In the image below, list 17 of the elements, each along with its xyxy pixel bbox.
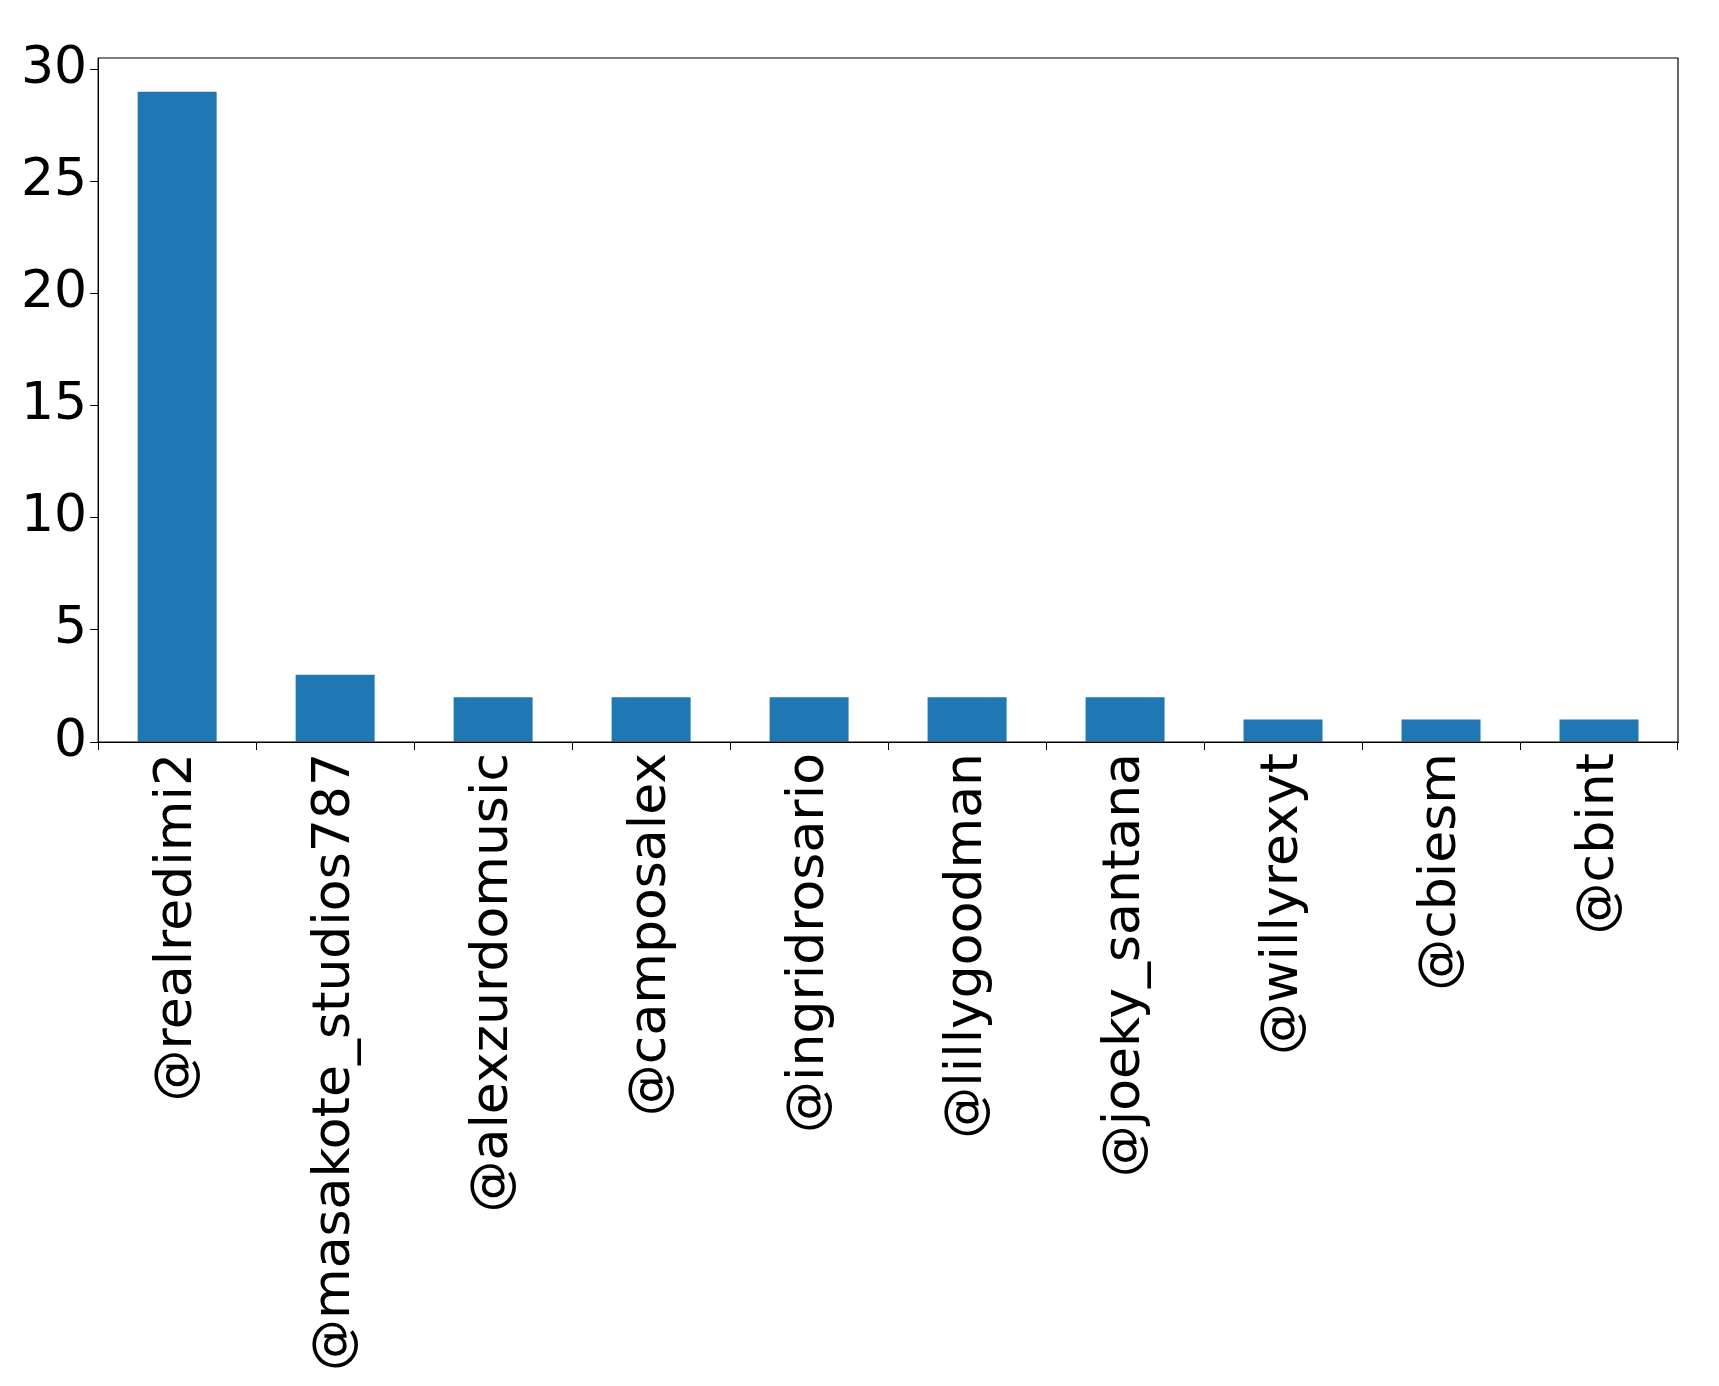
x-tick-label: @joeky_santana [1090, 753, 1151, 1178]
y-tick-label: 30 [21, 34, 88, 95]
y-tick-label: 10 [21, 483, 88, 544]
y-tick-label: 15 [21, 371, 88, 432]
x-tick-label: @lillygoodman [932, 753, 993, 1139]
x-tick-label: @ingridrosario [774, 753, 835, 1133]
x-tick-label: @cbiesm [1406, 753, 1467, 991]
x-tick-label: @cbint [1564, 753, 1625, 935]
x-tick-label: @camposalex [616, 753, 677, 1117]
y-tick-label: 25 [21, 146, 88, 207]
y-tick-label: 5 [54, 595, 88, 656]
y-tick-label: 0 [54, 707, 88, 768]
x-tick-label: @masakote_studios787 [300, 753, 361, 1371]
x-tick-label: @alexzurdomusic [458, 753, 519, 1213]
x-tick-label: @realredimi2 [142, 753, 203, 1102]
y-tick-label: 20 [21, 259, 88, 319]
x-tick-label: @willyrexyt [1248, 753, 1309, 1055]
